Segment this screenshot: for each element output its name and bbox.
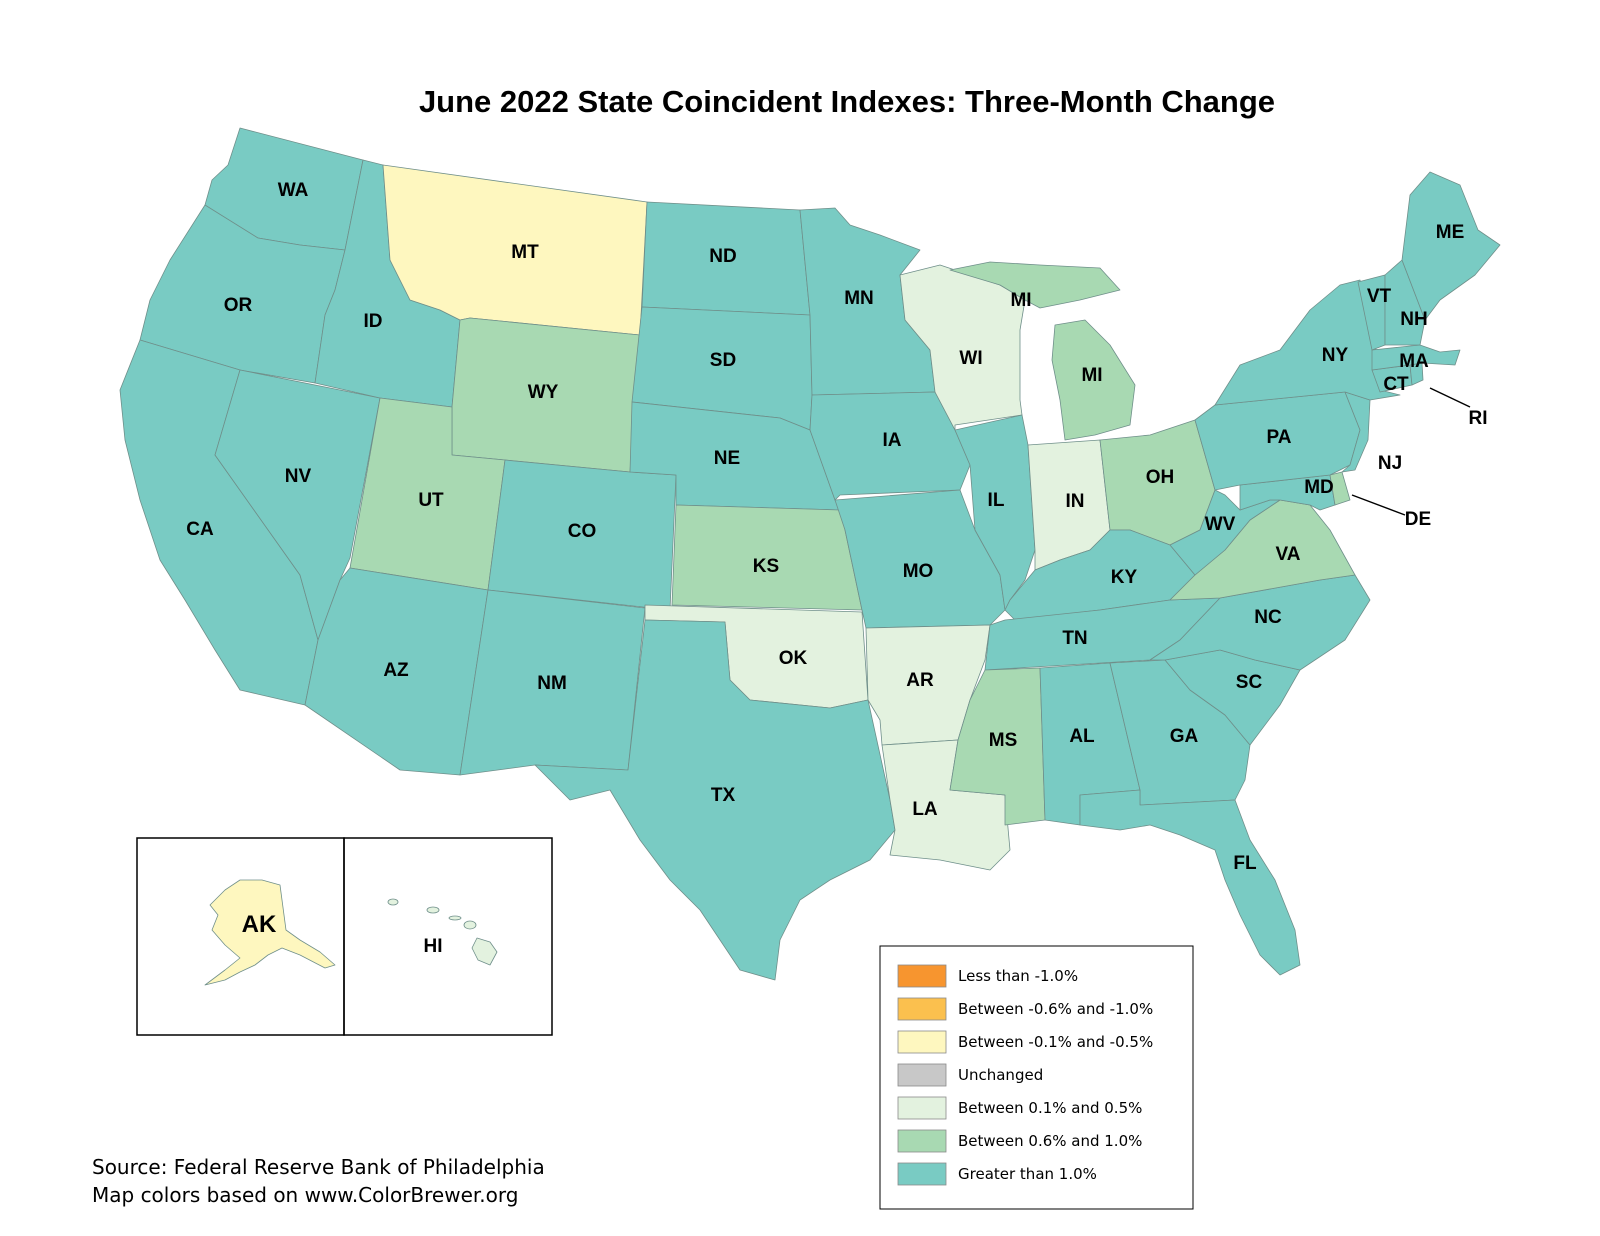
states-layer xyxy=(119,127,1501,981)
state-label-ca: CA xyxy=(186,519,214,540)
state-label-ne: NE xyxy=(714,448,740,469)
state-label-ma: MA xyxy=(1399,351,1429,372)
state-fl[interactable] xyxy=(1079,789,1301,976)
state-label-nv: NV xyxy=(285,466,312,487)
state-nj[interactable] xyxy=(1341,391,1371,473)
state-label-wy: WY xyxy=(528,382,559,403)
state-label-oh: OH xyxy=(1146,467,1175,488)
legend-swatch-lt_neg1 xyxy=(897,964,947,988)
source-line-1: Source: Federal Reserve Bank of Philadel… xyxy=(92,1155,545,1179)
state-label-mo: MO xyxy=(903,561,934,582)
state-label-ri: RI xyxy=(1469,408,1488,429)
state-label-sc: SC xyxy=(1236,672,1263,693)
state-label-ks: KS xyxy=(753,556,779,577)
state-label-mi-lower: MI xyxy=(1081,365,1102,386)
state-label-mi-upper: MI xyxy=(1010,290,1031,311)
legend-swatch-neg06_1 xyxy=(897,997,947,1021)
state-hi-big-island[interactable] xyxy=(471,937,498,966)
state-label-ak: AK xyxy=(242,911,277,938)
state-label-ny: NY xyxy=(1322,345,1349,366)
legend-swatch-pos01_05 xyxy=(897,1096,947,1120)
state-label-la: LA xyxy=(912,799,938,820)
legend-label-neg01_05: Between -0.1% and -0.5% xyxy=(958,1033,1153,1051)
hawaii-inset-frame xyxy=(343,837,553,1036)
state-label-de: DE xyxy=(1405,509,1431,530)
state-label-in: IN xyxy=(1066,491,1085,512)
state-label-wi: WI xyxy=(959,348,982,369)
leader-line-ri xyxy=(1429,387,1471,408)
state-label-ut: UT xyxy=(418,490,444,511)
state-label-ky: KY xyxy=(1111,567,1138,588)
state-co[interactable] xyxy=(487,459,677,611)
state-label-mn: MN xyxy=(844,288,874,309)
legend-label-lt_neg1: Less than -1.0% xyxy=(958,967,1078,985)
legend-label-unchanged: Unchanged xyxy=(958,1066,1043,1084)
state-tx[interactable] xyxy=(534,619,896,981)
state-label-hi: HI xyxy=(424,936,443,957)
state-label-nd: ND xyxy=(709,246,736,267)
state-label-wa: WA xyxy=(278,180,309,201)
legend-label-gt1: Greater than 1.0% xyxy=(958,1165,1097,1183)
legend-swatch-pos06_1 xyxy=(897,1129,947,1153)
state-label-tn: TN xyxy=(1062,628,1087,649)
legend-label-pos01_05: Between 0.1% and 0.5% xyxy=(958,1099,1142,1117)
state-label-nm: NM xyxy=(537,673,567,694)
state-label-nj: NJ xyxy=(1378,453,1402,474)
state-label-nh: NH xyxy=(1400,309,1427,330)
state-label-mt: MT xyxy=(511,242,539,263)
state-hi-maui[interactable] xyxy=(463,920,477,930)
state-label-va: VA xyxy=(1276,544,1301,565)
state-ma[interactable] xyxy=(1371,344,1461,371)
state-label-or: OR xyxy=(224,295,253,316)
state-mo[interactable] xyxy=(834,489,1006,629)
state-label-ar: AR xyxy=(906,670,934,691)
state-hi-kauai[interactable] xyxy=(387,898,399,906)
legend-swatch-unchanged xyxy=(897,1063,947,1087)
hawaii-islands xyxy=(387,898,498,966)
state-label-ga: GA xyxy=(1170,726,1199,747)
state-de[interactable] xyxy=(1329,471,1351,506)
state-ak[interactable] xyxy=(204,879,336,986)
state-label-al: AL xyxy=(1069,726,1095,747)
state-label-fl: FL xyxy=(1233,853,1257,874)
state-label-az: AZ xyxy=(383,660,409,681)
state-labels: WA OR CA NV ID MT WY UT CO AZ NM ND SD N… xyxy=(186,180,1487,957)
state-hi-oahu[interactable] xyxy=(426,906,440,914)
state-label-ct: CT xyxy=(1383,374,1409,395)
legend-swatch-gt1 xyxy=(897,1162,947,1186)
state-label-vt: VT xyxy=(1367,286,1392,307)
state-label-nc: NC xyxy=(1254,607,1282,628)
leader-line-de xyxy=(1351,494,1406,516)
state-label-co: CO xyxy=(568,521,597,542)
state-me[interactable] xyxy=(1401,171,1501,321)
state-label-il: IL xyxy=(988,490,1005,511)
state-label-md: MD xyxy=(1304,477,1334,498)
state-label-ia: IA xyxy=(883,430,902,451)
state-label-pa: PA xyxy=(1267,427,1292,448)
legend-swatch-neg01_05 xyxy=(897,1030,947,1054)
map-title: June 2022 State Coincident Indexes: Thre… xyxy=(419,84,1275,119)
state-mi-upper[interactable] xyxy=(949,261,1121,309)
state-label-ms: MS xyxy=(989,730,1018,751)
state-label-wv: WV xyxy=(1205,514,1236,535)
legend-label-neg06_1: Between -0.6% and -1.0% xyxy=(958,1000,1153,1018)
legend: Less than -1.0% Between -0.6% and -1.0% Be… xyxy=(897,964,1153,1186)
source-line-2: Map colors based on www.ColorBrewer.org xyxy=(92,1183,518,1207)
legend-label-pos06_1: Between 0.6% and 1.0% xyxy=(958,1132,1142,1150)
state-nh[interactable] xyxy=(1384,259,1426,346)
state-mi-lower[interactable] xyxy=(1051,319,1136,441)
state-label-me: ME xyxy=(1436,222,1465,243)
state-label-sd: SD xyxy=(710,350,736,371)
state-label-tx: TX xyxy=(711,785,736,806)
state-nc[interactable] xyxy=(1149,574,1371,671)
state-hi-molokai[interactable] xyxy=(448,915,462,921)
state-label-ok: OK xyxy=(779,648,808,669)
state-label-id: ID xyxy=(364,311,383,332)
